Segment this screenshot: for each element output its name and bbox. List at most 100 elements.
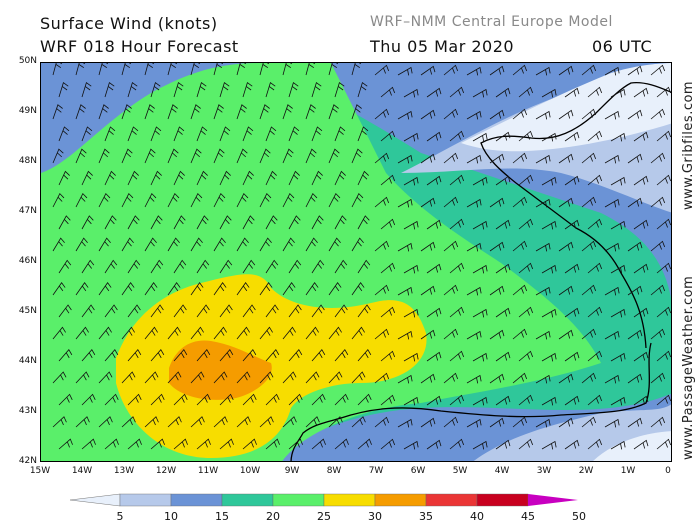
wind-barb: [403, 264, 419, 274]
wind-barb: [650, 284, 666, 296]
wind-barb: [581, 196, 597, 208]
wind-barb: [403, 132, 419, 142]
wind-barb: [466, 110, 482, 120]
wind-barb: [610, 440, 626, 450]
wind-barb: [357, 348, 372, 362]
wind-barb: [328, 237, 341, 252]
wind-barb: [656, 306, 671, 318]
wind-barb: [121, 237, 134, 252]
wind-barb: [334, 170, 346, 186]
wind-barb: [144, 416, 159, 428]
wind-barb: [242, 304, 256, 318]
wind-barb: [564, 131, 580, 142]
wind-barb: [426, 395, 442, 406]
wind-barb: [650, 152, 666, 164]
wind-barb: [518, 262, 534, 274]
wind-barb: [564, 395, 580, 406]
wind-barb: [466, 374, 482, 384]
colorbar-swatch: [476, 493, 529, 507]
wind-barb: [420, 373, 436, 384]
wind-barb: [127, 304, 141, 318]
wind-barb: [489, 417, 505, 428]
wind-barb: [610, 352, 626, 362]
wind-barb: [627, 373, 643, 384]
wind-barb: [420, 109, 436, 120]
wind-barb: [558, 153, 574, 164]
wind-barb: [52, 104, 63, 120]
wind-barb: [305, 371, 320, 384]
wind-barb: [190, 148, 202, 164]
passageweather-credit[interactable]: www.PassageWeather.com: [681, 275, 696, 460]
wind-barb: [443, 284, 459, 296]
wind-barb: [604, 286, 620, 296]
wind-barb: [334, 438, 349, 450]
wind-barb: [127, 438, 142, 450]
wind-barb: [489, 153, 505, 164]
wind-barb: [443, 196, 459, 208]
wind-barb: [489, 65, 505, 76]
wind-barb: [380, 174, 396, 186]
wind-barb: [334, 82, 345, 98]
colorbar-label: 30: [368, 510, 382, 523]
wind-barb: [541, 176, 557, 186]
wind-barb: [472, 220, 488, 230]
wind-barb: [656, 218, 671, 230]
wind-barb: [449, 438, 465, 450]
wind-barb: [397, 242, 413, 252]
wind-barb: [167, 282, 181, 296]
wind-barb: [150, 170, 162, 186]
wind-barb: [564, 351, 580, 362]
wind-barb: [236, 104, 247, 120]
wind-barb: [535, 242, 551, 252]
wind-barb: [144, 63, 155, 76]
wind-barb: [305, 148, 317, 164]
colorbar-label: 25: [317, 510, 331, 523]
wind-barb: [610, 88, 626, 98]
wind-barb: [75, 148, 87, 164]
wind-barb: [75, 326, 89, 340]
colorbar-label: 15: [215, 510, 229, 523]
wind-barb: [190, 237, 203, 252]
wind-barb: [127, 393, 142, 406]
wind-barb: [587, 130, 603, 142]
forecast-date: Thu 05 Mar 2020: [370, 37, 515, 56]
wind-barb: [219, 304, 233, 318]
lon-label: 12W: [155, 466, 177, 476]
wind-barb: [219, 259, 233, 274]
wind-barb: [351, 148, 363, 164]
wind-barb: [173, 170, 185, 186]
wind-barb: [489, 197, 505, 208]
wind-barb: [564, 263, 580, 274]
wind-barb: [627, 65, 643, 76]
wind-map[interactable]: [40, 62, 672, 462]
wind-barb: [167, 192, 180, 208]
wind-barb: [541, 88, 557, 98]
wind-barb: [288, 259, 302, 274]
wind-barb: [380, 130, 396, 142]
wind-barb: [495, 175, 511, 186]
wind-barb: [426, 87, 442, 98]
wind-barb: [265, 438, 280, 450]
gribfiles-credit[interactable]: www.Gribfiles.com: [681, 80, 696, 210]
wind-barb: [420, 285, 436, 296]
model-name: WRF–NMM Central Europe Model: [370, 14, 613, 30]
wind-barb: [535, 110, 551, 120]
lon-label: 6W: [410, 466, 426, 476]
wind-barb: [311, 393, 326, 406]
wind-barb: [58, 304, 72, 318]
wind-barb: [535, 330, 551, 340]
wind-barb: [328, 104, 339, 120]
wind-barb: [443, 372, 459, 384]
wind-barb: [558, 241, 574, 252]
wind-barb: [610, 220, 626, 230]
wind-barb: [581, 152, 597, 164]
wind-barb: [489, 285, 505, 296]
wind-barb: [443, 240, 459, 252]
wind-barb: [466, 286, 482, 296]
wind-barb: [426, 307, 442, 318]
wind-barb: [604, 242, 620, 252]
wind-barb: [104, 438, 119, 450]
wind-barb: [604, 198, 620, 208]
wind-barb: [650, 64, 666, 76]
wind-barb: [236, 416, 251, 428]
